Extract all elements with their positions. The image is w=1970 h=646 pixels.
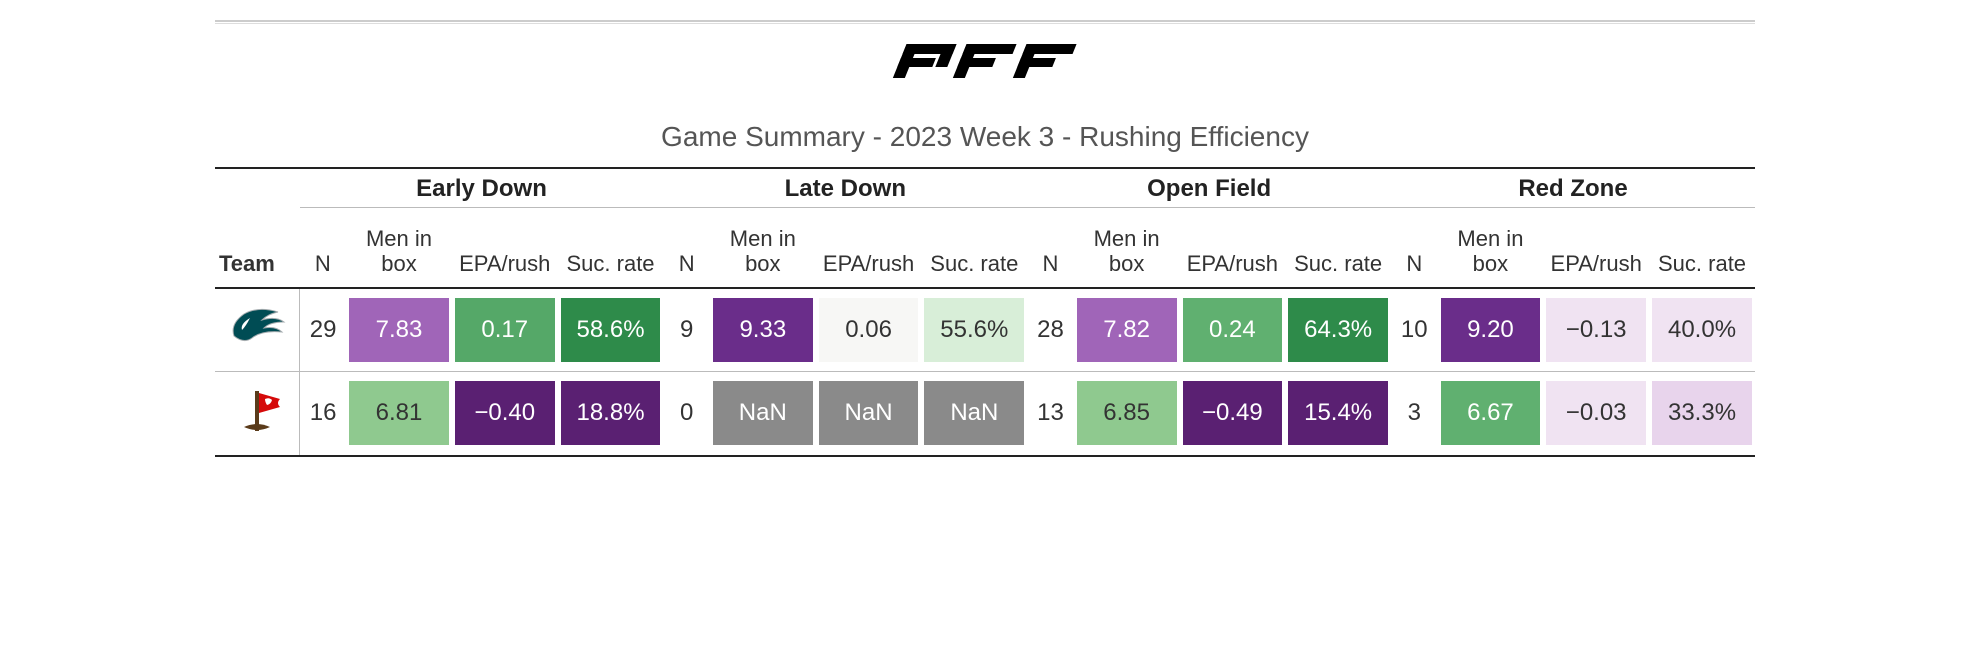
suc-value: 40.0% [1652,298,1752,362]
col-n: N [300,208,347,288]
mib-value: 6.81 [349,381,449,445]
top-rule [215,20,1755,24]
col-mib: Men in box [1438,208,1544,288]
epa-cell: 0.24 [1180,288,1286,372]
n-cell: 3 [1391,372,1438,456]
col-epa: EPA/rush [1180,208,1286,288]
col-suc: Suc. rate [1285,208,1391,288]
n-cell: 29 [300,288,347,372]
epa-cell: 0.06 [816,288,922,372]
suc-value: 18.8% [561,381,661,445]
eagles-logo-icon [228,306,286,348]
n-cell: 13 [1027,372,1074,456]
pff-logo-icon [885,38,1085,84]
col-suc: Suc. rate [558,208,664,288]
col-epa: EPA/rush [1543,208,1649,288]
logo-row [215,32,1755,99]
epa-cell: −0.03 [1543,372,1649,456]
group-header-blank [215,168,300,208]
group-header: Late Down [663,168,1027,208]
team-logo-cell [215,288,300,372]
mib-value: 9.20 [1441,298,1541,362]
efficiency-table: Early Down Late Down Open Field Red Zone… [215,167,1755,457]
mib-cell: 6.67 [1438,372,1544,456]
suc-cell: NaN [921,372,1027,456]
suc-value: 33.3% [1652,381,1752,445]
col-mib: Men in box [1074,208,1180,288]
suc-cell: 15.4% [1285,372,1391,456]
epa-cell: −0.13 [1543,288,1649,372]
mib-cell: 6.85 [1074,372,1180,456]
suc-cell: 40.0% [1649,288,1755,372]
suc-value: 55.6% [924,298,1024,362]
suc-cell: 18.8% [558,372,664,456]
epa-value: −0.13 [1546,298,1646,362]
suc-value: 15.4% [1288,381,1388,445]
suc-cell: 55.6% [921,288,1027,372]
sub-header-row: Team N Men in box EPA/rush Suc. rate N M… [215,208,1755,288]
mib-value: 7.83 [349,298,449,362]
epa-cell: NaN [816,372,922,456]
mib-cell: 7.82 [1074,288,1180,372]
suc-value: 64.3% [1288,298,1388,362]
suc-cell: 64.3% [1285,288,1391,372]
suc-cell: 58.6% [558,288,664,372]
mib-value: 6.67 [1441,381,1541,445]
mib-value: NaN [713,381,813,445]
suc-value: NaN [924,381,1024,445]
epa-value: −0.03 [1546,381,1646,445]
col-mib: Men in box [346,208,452,288]
group-header-row: Early Down Late Down Open Field Red Zone [215,168,1755,208]
epa-cell: 0.17 [452,288,558,372]
epa-cell: −0.40 [452,372,558,456]
table-row: 297.830.1758.6%99.330.0655.6%287.820.246… [215,288,1755,372]
col-suc: Suc. rate [1649,208,1755,288]
epa-cell: −0.49 [1180,372,1286,456]
col-n: N [1027,208,1074,288]
n-cell: 9 [663,288,710,372]
table-row: 166.81−0.4018.8%0NaNNaNNaN136.85−0.4915.… [215,372,1755,456]
n-cell: 0 [663,372,710,456]
epa-value: NaN [819,381,919,445]
epa-value: 0.24 [1183,298,1283,362]
mib-cell: 6.81 [346,372,452,456]
col-epa: EPA/rush [452,208,558,288]
mib-value: 6.85 [1077,381,1177,445]
epa-value: −0.40 [455,381,555,445]
col-suc: Suc. rate [921,208,1027,288]
col-n: N [663,208,710,288]
mib-cell: 9.20 [1438,288,1544,372]
epa-value: 0.17 [455,298,555,362]
bucs-logo-icon [232,387,282,435]
mib-cell: NaN [710,372,816,456]
group-header: Red Zone [1391,168,1755,208]
epa-value: −0.49 [1183,381,1283,445]
suc-value: 58.6% [561,298,661,362]
mib-value: 9.33 [713,298,813,362]
suc-cell: 33.3% [1649,372,1755,456]
mib-cell: 7.83 [346,288,452,372]
team-column-header: Team [215,208,300,288]
group-header: Early Down [300,168,664,208]
report-container: Game Summary - 2023 Week 3 - Rushing Eff… [215,20,1755,457]
col-n: N [1391,208,1438,288]
n-cell: 28 [1027,288,1074,372]
n-cell: 16 [300,372,347,456]
col-mib: Men in box [710,208,816,288]
team-logo-cell [215,372,300,456]
mib-cell: 9.33 [710,288,816,372]
epa-value: 0.06 [819,298,919,362]
col-epa: EPA/rush [816,208,922,288]
n-cell: 10 [1391,288,1438,372]
group-header: Open Field [1027,168,1391,208]
mib-value: 7.82 [1077,298,1177,362]
report-title: Game Summary - 2023 Week 3 - Rushing Eff… [215,121,1755,153]
